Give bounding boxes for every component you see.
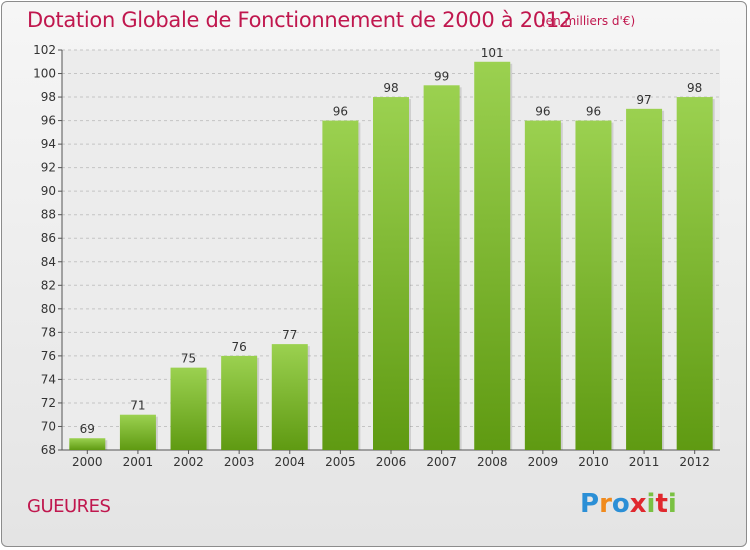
y-tick-label: 76 [41, 349, 56, 363]
logo-letter: o [611, 489, 630, 519]
bar-value-label: 71 [130, 399, 145, 413]
x-tick-label: 2001 [123, 455, 154, 469]
bar [170, 367, 207, 450]
x-tick-label: 2012 [679, 455, 710, 469]
bar-value-label: 99 [434, 69, 449, 83]
chart-unit: (en milliers d'€) [541, 14, 636, 28]
bar-value-label: 69 [80, 422, 95, 436]
bar-value-label: 97 [636, 93, 651, 107]
bar-value-label: 98 [383, 81, 398, 95]
x-tick-label: 2003 [224, 455, 255, 469]
bar [676, 97, 713, 450]
y-tick-label: 68 [41, 443, 56, 457]
x-tick-label: 2011 [629, 455, 660, 469]
x-tick-label: 2009 [528, 455, 559, 469]
y-tick-label: 92 [41, 161, 56, 175]
y-tick-label: 80 [41, 302, 56, 316]
x-tick-label: 2006 [376, 455, 407, 469]
bar [373, 97, 409, 450]
bar-value-label: 96 [535, 105, 550, 119]
bar [524, 120, 561, 451]
proxiti-logo: Proxiti [580, 489, 677, 519]
y-tick-label: 96 [41, 114, 56, 128]
x-tick-label: 2010 [578, 455, 609, 469]
bar [626, 108, 663, 450]
bar-value-label: 96 [333, 105, 348, 119]
y-tick-label: 72 [41, 396, 56, 410]
bar-value-label: 75 [181, 352, 196, 366]
x-tick-label: 2008 [477, 455, 508, 469]
bar-value-label: 98 [687, 81, 702, 95]
y-tick-label: 100 [33, 67, 56, 81]
bar-value-label: 101 [481, 46, 504, 60]
y-tick-label: 74 [41, 372, 56, 386]
y-tick-label: 70 [41, 419, 56, 433]
bar [423, 85, 460, 450]
x-tick-label: 2004 [274, 455, 305, 469]
y-tick-label: 82 [41, 278, 56, 292]
y-tick-label: 78 [41, 325, 56, 339]
x-tick-label: 2007 [426, 455, 457, 469]
place-name: GUEURES [27, 496, 111, 517]
y-tick-label: 86 [41, 231, 56, 245]
logo-letter: x [629, 489, 647, 519]
bar [221, 355, 258, 450]
y-tick-label: 102 [33, 43, 56, 57]
logo-letter: i [646, 489, 656, 519]
logo-letter: P [580, 489, 600, 519]
bar-value-label: 96 [586, 105, 601, 119]
logo-letter: t [655, 489, 668, 519]
bar [271, 344, 308, 450]
bar [575, 120, 612, 451]
x-tick-label: 2000 [72, 455, 103, 469]
bar [322, 120, 359, 451]
x-tick-label: 2005 [325, 455, 356, 469]
y-tick-label: 88 [41, 208, 56, 222]
logo-letter: r [599, 489, 612, 519]
y-tick-label: 98 [41, 90, 56, 104]
y-tick-label: 90 [41, 184, 56, 198]
logo-letter: i [667, 489, 677, 519]
bar [474, 61, 511, 450]
bar-value-label: 76 [232, 340, 247, 354]
chart-title: Dotation Globale de Fonctionnement de 20… [27, 8, 572, 32]
bar-value-label: 77 [282, 328, 297, 342]
bar [69, 438, 106, 450]
y-tick-label: 94 [41, 137, 56, 151]
bar [119, 414, 156, 450]
x-tick-label: 2002 [173, 455, 204, 469]
y-tick-label: 84 [41, 255, 56, 269]
